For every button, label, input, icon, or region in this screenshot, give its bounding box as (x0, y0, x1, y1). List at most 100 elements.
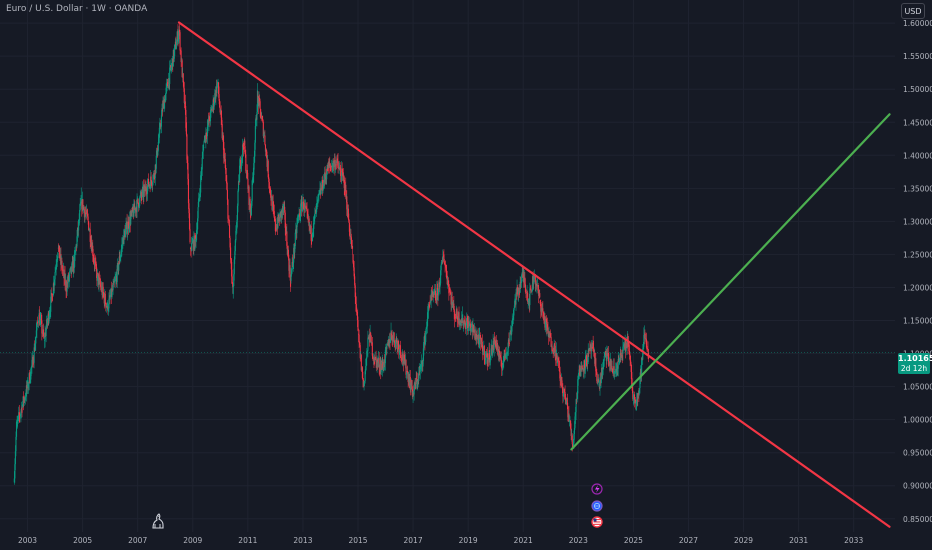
x-tick-label: 2003 (18, 536, 37, 545)
globe-icon[interactable] (591, 500, 603, 512)
candle-body (31, 359, 33, 367)
candle-body (637, 393, 639, 399)
candle-body (18, 412, 20, 416)
candle-body (240, 159, 242, 169)
candle-body (188, 213, 191, 230)
candle-body (124, 229, 127, 238)
candle-body (537, 284, 539, 291)
candle-body (331, 166, 333, 171)
candle-body (491, 345, 493, 355)
candle-body (570, 420, 572, 429)
candle-body (613, 366, 615, 370)
candle-body (441, 260, 443, 262)
candle-body (472, 324, 475, 333)
currency-button[interactable]: USD (901, 3, 925, 19)
candle-body (212, 106, 214, 110)
candle-body (509, 332, 511, 341)
candle-body (375, 356, 377, 358)
candle-body (316, 200, 318, 205)
candle-body (341, 168, 343, 173)
candle-body (493, 339, 495, 350)
us-flag-icon[interactable] (591, 516, 603, 528)
candle-body (484, 357, 486, 361)
candle-body (599, 379, 601, 389)
candle-body (621, 355, 623, 361)
candle-body (13, 478, 15, 483)
candle-body (165, 93, 167, 102)
candle-body (623, 343, 625, 345)
candle-body (173, 49, 175, 59)
candle-body (23, 396, 25, 403)
candle-body (185, 109, 187, 128)
candle-body (97, 272, 99, 275)
candle-body (558, 360, 560, 368)
candle-body (317, 193, 319, 198)
candle-body (265, 149, 267, 152)
candle-body (341, 168, 343, 181)
candle-body (401, 359, 403, 361)
candle-body (399, 345, 401, 352)
candle-body (275, 228, 277, 230)
candle-body (590, 346, 593, 352)
candle-body (490, 348, 492, 356)
trendlines[interactable] (177, 21, 891, 528)
candle-body (529, 288, 531, 306)
candle-body (377, 361, 379, 364)
x-tick-label: 2027 (679, 536, 698, 545)
symbol-title[interactable]: Euro / U.S. Dollar · 1W · OANDA (6, 4, 148, 14)
price-axis[interactable]: 0.850000.900000.950001.000001.050001.100… (903, 19, 932, 524)
candle-body (302, 201, 304, 209)
candle-body (438, 282, 441, 288)
candle-body (444, 264, 446, 265)
resistance-trendline[interactable] (177, 21, 891, 528)
candle-body (297, 217, 299, 222)
candle-body (80, 202, 82, 205)
candle-body (577, 374, 579, 380)
candle-body (38, 320, 40, 323)
lightning-icon[interactable] (591, 483, 603, 495)
candle-body (470, 328, 472, 332)
candle-body (589, 344, 591, 349)
candle-body (590, 344, 592, 352)
candle-body (620, 352, 622, 358)
candle-body (267, 160, 269, 167)
candle-body (28, 373, 30, 384)
candle-body (413, 388, 415, 395)
candle-body (34, 347, 36, 351)
event-markers[interactable] (591, 483, 603, 528)
candle-body (114, 279, 116, 282)
candle-body (188, 203, 190, 214)
candle-body (111, 289, 113, 297)
candle-body (178, 29, 180, 36)
x-tick-label: 2031 (789, 536, 808, 545)
support-trendline[interactable] (570, 113, 891, 451)
candle-body (46, 319, 48, 329)
candle-body (237, 181, 240, 191)
candle-body (289, 277, 292, 287)
time-axis[interactable]: 2003 2005 2007 2009 2011 2013 2015 2017 2019 2021… (18, 536, 863, 545)
candle-body (179, 32, 181, 51)
candle-body (440, 264, 442, 271)
candle-body (194, 235, 197, 240)
candle-body (595, 371, 597, 373)
candle-body (189, 229, 191, 243)
candle-body (358, 334, 360, 342)
candle-body (448, 287, 450, 291)
candle-body (411, 389, 414, 397)
candle-body (497, 349, 499, 357)
candle-body (288, 258, 290, 271)
candle-body (438, 282, 440, 290)
candle-body (441, 260, 443, 265)
candle-body (343, 175, 345, 178)
candle-body (251, 180, 253, 201)
candle-body (203, 139, 205, 143)
candle-body (79, 209, 81, 220)
candle-body (636, 393, 638, 400)
candle-body (523, 277, 525, 281)
candle-body (296, 224, 298, 234)
candle-body (233, 259, 235, 275)
candle-body (352, 254, 354, 263)
y-tick-label: 1.00000 (903, 416, 932, 425)
tradingview-logo-icon[interactable] (150, 512, 166, 530)
